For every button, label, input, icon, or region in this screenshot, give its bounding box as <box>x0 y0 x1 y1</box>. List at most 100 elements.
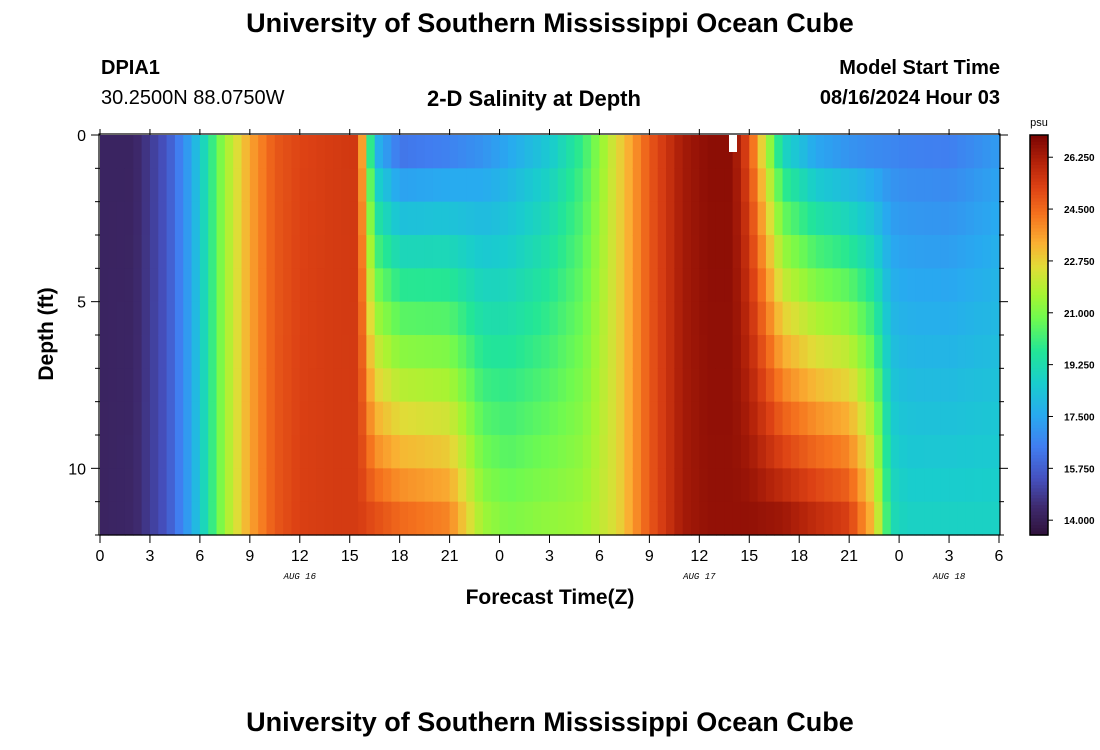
heatmap-cell <box>399 135 409 169</box>
heatmap-cell <box>474 268 484 303</box>
heatmap-cell <box>915 201 925 236</box>
heatmap-cell <box>974 368 983 403</box>
heatmap-cell <box>699 401 709 436</box>
heatmap-cell <box>949 301 958 336</box>
heatmap-cell <box>932 435 942 469</box>
heatmap-cell <box>324 401 334 436</box>
colorbar-tick-label: 17.500 <box>1064 412 1095 423</box>
heatmap-cell <box>158 468 168 503</box>
heatmap-cell <box>915 401 925 436</box>
heatmap-cell <box>724 301 734 336</box>
heatmap-cell <box>499 335 509 369</box>
heatmap-cell <box>449 468 459 503</box>
heatmap-cell <box>474 401 484 436</box>
heatmap-cell <box>915 335 925 369</box>
heatmap-cell <box>591 501 601 536</box>
colorbar-segment <box>1030 271 1048 276</box>
x-tick-label: 0 <box>495 548 504 565</box>
heatmap-cell <box>208 368 218 403</box>
heatmap-cell <box>366 235 376 269</box>
heatmap-cell <box>940 368 950 403</box>
heatmap-cell <box>316 335 326 369</box>
heatmap-cell <box>283 401 293 436</box>
heatmap-cell <box>865 435 875 469</box>
heatmap-cell <box>524 268 534 303</box>
heatmap-cell <box>383 501 392 536</box>
heatmap-cell <box>541 435 551 469</box>
heatmap-cell <box>457 501 467 536</box>
heatmap-cell <box>466 235 476 269</box>
heatmap-cell <box>133 435 143 469</box>
colorbar-segment <box>1030 468 1048 473</box>
heatmap-cell <box>899 468 909 503</box>
heatmap-cell <box>233 468 243 503</box>
heatmap-cell <box>740 235 750 269</box>
heatmap-cell <box>691 135 700 169</box>
colorbar-segment <box>1030 255 1048 259</box>
heatmap-cell <box>191 268 201 303</box>
heatmap-cell <box>499 468 509 503</box>
heatmap-cell <box>907 435 917 469</box>
colorbar-segment <box>1030 155 1048 159</box>
heatmap-cell <box>857 235 867 269</box>
colorbar-segment <box>1030 511 1048 516</box>
heatmap-cell <box>407 301 417 336</box>
heatmap-cell <box>815 368 825 403</box>
heatmap-cell <box>624 368 634 403</box>
heatmap-cell <box>466 168 476 203</box>
heatmap-cell <box>824 335 834 369</box>
colorbar-segment <box>1030 251 1048 256</box>
heatmap-cell <box>258 268 268 303</box>
colorbar-segment <box>1030 245 1048 249</box>
heatmap-cell <box>499 501 509 536</box>
heatmap-cell <box>666 401 675 436</box>
heatmap-cell <box>366 501 376 536</box>
heatmap-cell <box>316 135 326 169</box>
heatmap-cell <box>482 201 492 236</box>
colorbar-segment <box>1030 211 1048 216</box>
heatmap-cell <box>932 135 942 169</box>
heatmap-cell <box>940 268 950 303</box>
heatmap-cell <box>691 235 700 269</box>
heatmap-cell <box>333 168 342 203</box>
heatmap-cell <box>199 468 209 503</box>
heatmap-cell <box>383 468 392 503</box>
heatmap-cell <box>982 168 992 203</box>
heatmap-cell <box>441 235 451 269</box>
heatmap-cell <box>857 468 867 503</box>
heatmap-cell <box>799 268 809 303</box>
heatmap-cell <box>274 368 284 403</box>
heatmap-cell <box>957 435 967 469</box>
heatmap-cell <box>374 501 384 536</box>
heatmap-cell <box>557 268 567 303</box>
heatmap-cell <box>940 135 950 169</box>
colorbar-segment <box>1030 148 1048 153</box>
heatmap-cell <box>358 501 367 536</box>
heatmap-cell <box>158 335 168 369</box>
heatmap-cell <box>849 268 859 303</box>
heatmap-cell <box>541 468 551 503</box>
heatmap-cell <box>899 268 909 303</box>
heatmap-cell <box>349 501 359 536</box>
heatmap-cell <box>308 401 318 436</box>
heatmap-cell <box>599 135 609 169</box>
heatmap-cell <box>166 335 176 369</box>
heatmap-cell <box>924 435 933 469</box>
y-axis-label: Depth (ft) <box>35 287 58 380</box>
heatmap-cell <box>924 501 933 536</box>
heatmap-cell <box>407 335 417 369</box>
heatmap-cell <box>283 368 293 403</box>
heatmap-cell <box>308 335 318 369</box>
heatmap-cell <box>358 401 367 436</box>
heatmap-cell <box>907 235 917 269</box>
heatmap-cell <box>815 501 825 536</box>
model-start-value: 08/16/2024 Hour 03 <box>819 87 1000 109</box>
heatmap-cell <box>657 201 667 236</box>
heatmap-cell <box>133 401 143 436</box>
heatmap-cell <box>241 235 251 269</box>
colorbar-segment <box>1030 381 1048 386</box>
heatmap-cell <box>907 401 917 436</box>
heatmap-cell <box>857 268 867 303</box>
heatmap-cell <box>108 401 118 436</box>
heatmap-cell <box>233 301 243 336</box>
